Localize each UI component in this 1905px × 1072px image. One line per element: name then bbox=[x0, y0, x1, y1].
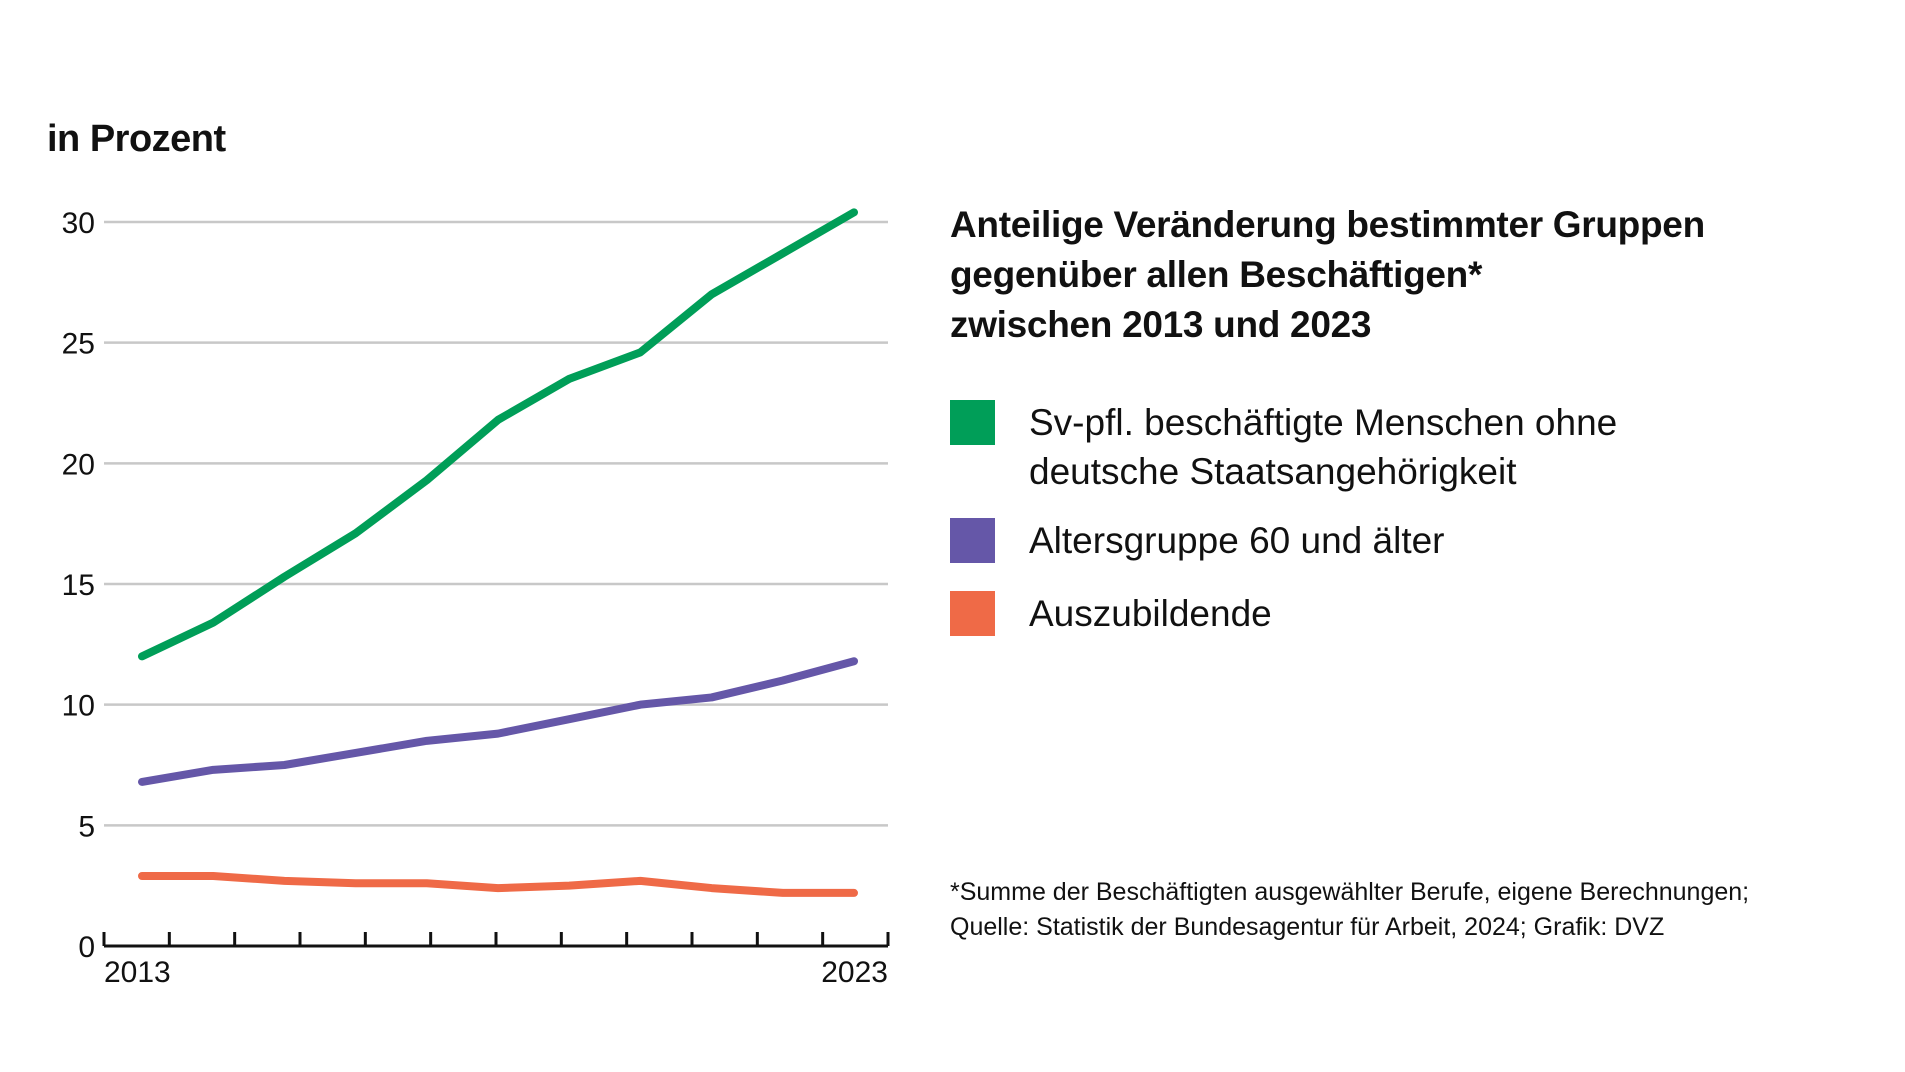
legend-label-line: Sv-pfl. beschäftigte Menschen ohne bbox=[1029, 402, 1618, 443]
legend-label: Altersgruppe 60 und älter bbox=[1029, 516, 1445, 565]
legend-label: Sv-pfl. beschäftigte Menschen ohne deuts… bbox=[1029, 398, 1617, 496]
y-tick-label: 0 bbox=[78, 931, 95, 964]
series-line bbox=[138, 872, 858, 897]
legend-label-line: Auszubildende bbox=[1029, 593, 1272, 634]
series-lines bbox=[138, 208, 858, 897]
legend-label: Auszubildende bbox=[1029, 589, 1272, 638]
series-line bbox=[138, 208, 858, 661]
series-line bbox=[138, 657, 858, 786]
chart-title-line: Anteilige Veränderung bestimmter Gruppen bbox=[950, 204, 1705, 245]
x-axis bbox=[102, 932, 890, 948]
legend-label-line: deutsche Staatsangehörigkeit bbox=[1029, 451, 1517, 492]
chart-title: Anteilige Veränderung bestimmter Gruppen… bbox=[950, 200, 1705, 350]
legend-swatch bbox=[950, 591, 995, 636]
footnote-line: Quelle: Statistik der Bundesagentur für … bbox=[950, 913, 1665, 941]
footnote-line: *Summe der Beschäftigten ausgewählter Be… bbox=[950, 878, 1750, 906]
chart-title-line: zwischen 2013 und 2023 bbox=[950, 304, 1372, 345]
legend-swatch bbox=[950, 518, 995, 563]
y-axis-unit-label: in Prozent bbox=[47, 118, 226, 160]
y-tick-label: 10 bbox=[62, 690, 95, 723]
tick-labels: 0 5 10 15 20 25 30 2013 2023 bbox=[62, 207, 888, 989]
x-tick-label: 2023 bbox=[821, 956, 888, 989]
footnote: *Summe der Beschäftigten ausgewählter Be… bbox=[950, 875, 1749, 945]
y-tick-label: 15 bbox=[62, 569, 95, 602]
x-tick-label: 2013 bbox=[104, 956, 171, 989]
y-tick-label: 30 bbox=[62, 207, 95, 240]
y-tick-label: 25 bbox=[62, 328, 95, 361]
legend-swatch bbox=[950, 400, 995, 445]
y-tick-label: 20 bbox=[62, 448, 95, 481]
y-tick-label: 5 bbox=[78, 810, 95, 843]
legend-label-line: Altersgruppe 60 und älter bbox=[1029, 520, 1445, 561]
gridlines bbox=[104, 220, 888, 827]
chart-title-line: gegenüber allen Beschäftigen* bbox=[950, 254, 1483, 295]
